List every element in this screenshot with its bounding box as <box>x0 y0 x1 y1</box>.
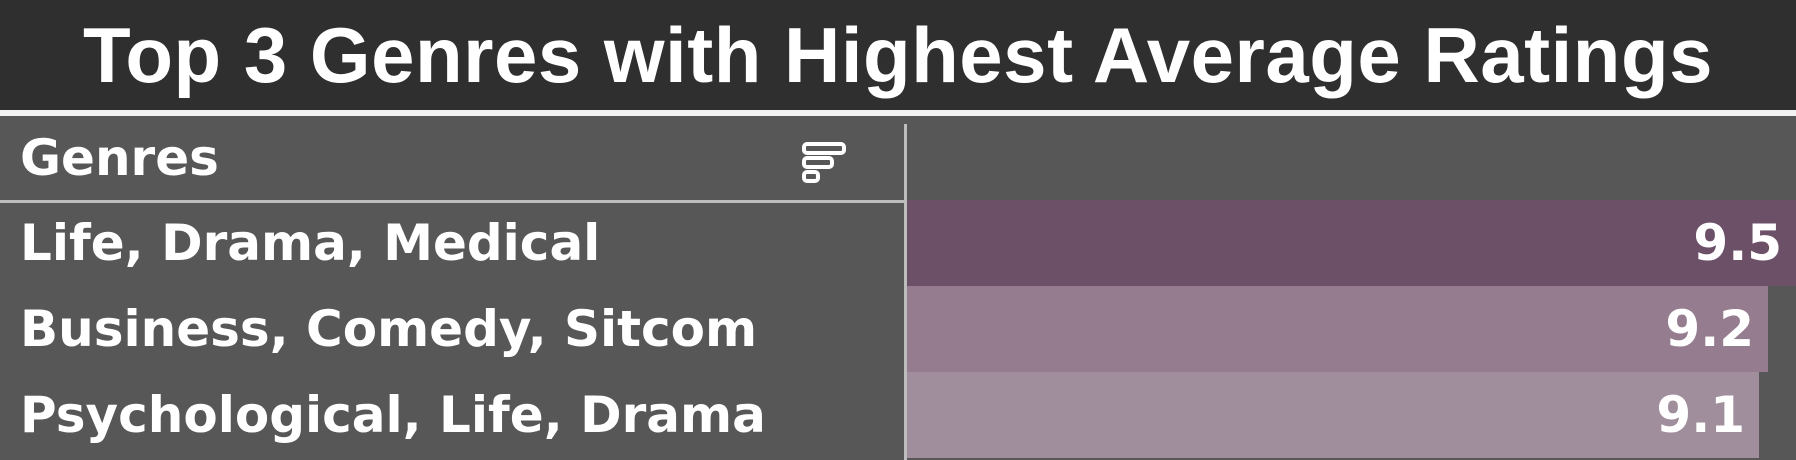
rating-value: 9.5 <box>1693 214 1782 272</box>
chart-title: Top 3 Genres with Highest Average Rating… <box>83 11 1713 99</box>
genres-column-header: Genres <box>20 129 219 187</box>
rating-bar[interactable]: 9.1 <box>907 372 1759 458</box>
sort-icon[interactable] <box>800 140 850 186</box>
rating-value: 9.2 <box>1665 300 1754 358</box>
header-row-divider <box>0 200 904 203</box>
genre-label: Psychological, Life, Drama <box>20 386 766 444</box>
rating-value: 9.1 <box>1656 386 1745 444</box>
column-divider <box>904 124 907 460</box>
rating-bar[interactable]: 9.2 <box>907 286 1768 372</box>
title-bar: Top 3 Genres with Highest Average Rating… <box>0 0 1796 110</box>
table-header-row: Genres <box>0 116 1796 200</box>
title-divider <box>0 110 1796 116</box>
genre-label: Business, Comedy, Sitcom <box>20 300 758 358</box>
rating-bar[interactable]: 9.5 <box>907 200 1796 286</box>
genre-label: Life, Drama, Medical <box>20 214 601 272</box>
genre-rating-table: Genres Life, Drama, Medical 9.5 Business, … <box>0 116 1796 460</box>
